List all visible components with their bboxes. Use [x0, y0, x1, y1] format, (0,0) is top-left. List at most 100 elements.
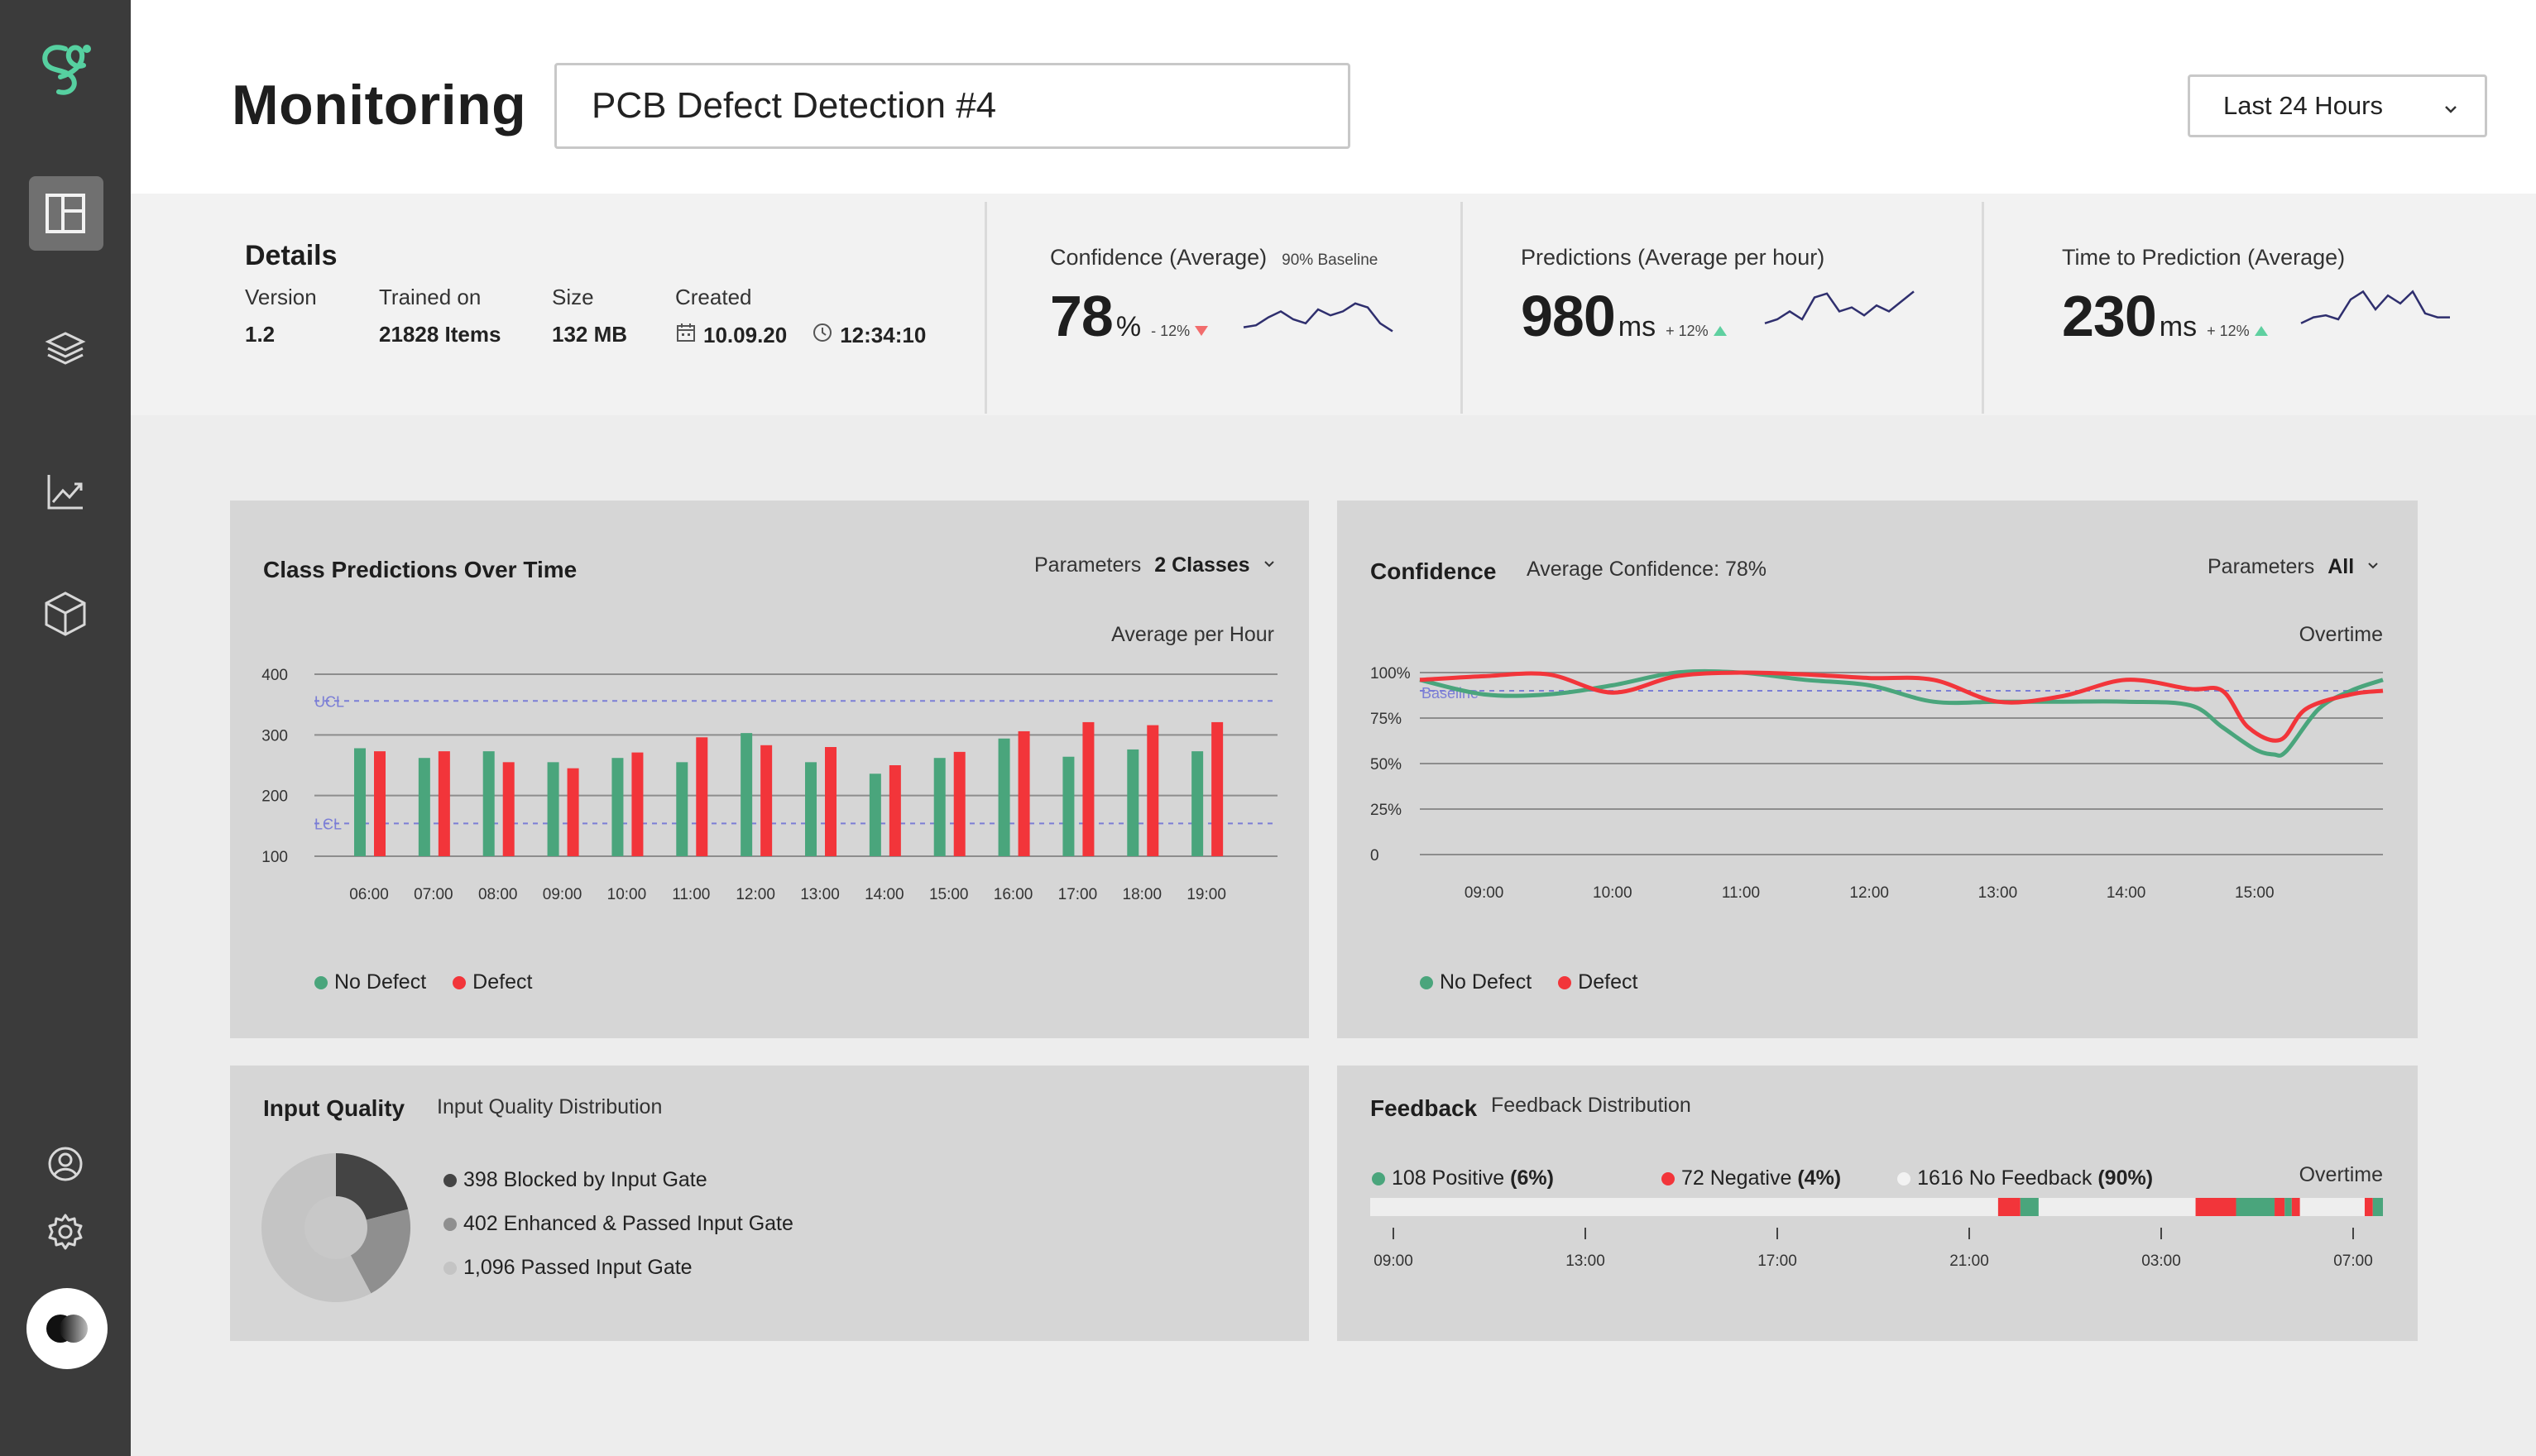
confidence-number: 78 [1050, 284, 1114, 348]
bar-defect [825, 747, 837, 856]
trend-up-icon [1713, 326, 1727, 336]
time-range-value: Last 24 Hours [2223, 91, 2383, 120]
cube-icon[interactable] [0, 589, 131, 639]
bar-defect [374, 751, 386, 856]
ttp-sparkline [2300, 290, 2450, 324]
legend-blocked-label: 398 Blocked by Input Gate [463, 1168, 707, 1191]
bar-defect [1211, 721, 1224, 856]
logo-icon[interactable] [0, 36, 131, 103]
bar-no-defect [1127, 749, 1139, 856]
predictions-unit: ms [1618, 311, 1656, 342]
feedback-negative-segment [2364, 1198, 2373, 1216]
sidebar-item-dashboard[interactable] [29, 176, 103, 251]
confidence-sparkline [1243, 302, 1393, 333]
chevron-down-icon [1262, 553, 1277, 577]
x-tick-label: 13:00 [1978, 884, 2018, 902]
positive-pct: (6%) [1510, 1166, 1554, 1190]
analytics-icon[interactable] [0, 467, 131, 516]
class-predictions-note: Average per Hour [1111, 623, 1274, 646]
confidence-baseline: 90% Baseline [1282, 251, 1378, 269]
avatar[interactable] [26, 1288, 108, 1369]
bar-defect [631, 752, 644, 856]
confidence-stat-label: Confidence (Average) 90% Baseline [1050, 245, 1378, 271]
legend-negative: 72 Negative (4%) [1661, 1166, 1841, 1190]
x-tick-label: 12:00 [1849, 884, 1889, 902]
confidence-unit: % [1115, 311, 1142, 342]
stats-band: Details Version 1.2 Trained on 21828 Ite… [131, 194, 2536, 415]
parameters-value: All [2327, 555, 2355, 578]
feedback-positive-segment [2284, 1198, 2292, 1216]
ttp-delta: + 12% [2207, 323, 2250, 339]
input-quality-pie [261, 1153, 411, 1302]
legend-enhanced: 402 Enhanced & Passed Input Gate [443, 1212, 793, 1236]
bar-defect [502, 762, 515, 856]
feedback-negative-segment [2291, 1198, 2300, 1216]
legend-defect-label: Defect [1578, 970, 1638, 994]
confidence-parameters-select[interactable]: Parameters All [2208, 555, 2380, 579]
ttp-stat-value: 230 ms + 12% [2062, 283, 2268, 349]
legend-blocked: 398 Blocked by Input Gate [443, 1168, 793, 1192]
x-tick-label: 11:00 [672, 886, 710, 903]
layers-icon[interactable] [0, 324, 131, 374]
y-tick-label: 400 [261, 667, 288, 684]
legend-no-feedback: 1616 No Feedback (90%) [1897, 1166, 2153, 1190]
created-time: 12:34:10 [840, 323, 927, 347]
version-label: Version [245, 285, 317, 309]
x-tick-label: 07:00 [414, 886, 453, 903]
bar-no-defect [547, 762, 559, 856]
time-range-select[interactable]: Last 24 Hours [2188, 74, 2487, 137]
y-tick-label: 300 [261, 727, 288, 745]
user-profile-icon[interactable] [0, 1143, 131, 1185]
bar-no-defect [418, 758, 430, 856]
feedback-timeline: 09:00 13:00 17:00 21:00 03:00 07:00 [1370, 1198, 2383, 1270]
settings-icon[interactable] [0, 1211, 131, 1252]
model-name-input[interactable] [554, 63, 1350, 149]
size-value: 132 MB [552, 322, 628, 347]
legend-passed-label: 1,096 Passed Input Gate [463, 1256, 693, 1279]
class-predictions-panel: Class Predictions Over Time Parameters 2… [230, 500, 1309, 1038]
stats-divider [1460, 202, 1463, 414]
feedback-positive-segment [2236, 1198, 2275, 1216]
bar-no-defect [1062, 756, 1075, 856]
red-dot-icon [1661, 1171, 1675, 1185]
no-feedback-label: 1616 No Feedback [1917, 1166, 2093, 1190]
grey-dot-icon [443, 1217, 457, 1231]
class-parameters-select[interactable]: Parameters 2 Classes [1034, 553, 1277, 577]
x-tick-label: 19:00 [1187, 886, 1226, 903]
stats-divider [1982, 202, 1984, 414]
green-dot-icon [1372, 1171, 1385, 1185]
input-quality-subtitle: Input Quality Distribution [437, 1095, 663, 1118]
line-defect [1419, 670, 2384, 743]
bar-defect [953, 751, 966, 856]
dark-dot-icon [443, 1173, 457, 1187]
trend-down-icon [1195, 326, 1209, 336]
class-predictions-chart: 100 200 300 400 UCL LCL 06:00 07:00 08:00 09:00 10… [261, 667, 1278, 903]
x-tick-label: 13:00 [1565, 1252, 1605, 1270]
feedback-subtitle: Feedback Distribution [1491, 1094, 1691, 1117]
ttp-stat-label: Time to Prediction (Average) [2062, 245, 2346, 270]
details-size: Size 132 MB [552, 285, 627, 347]
details-version: Version 1.2 [245, 285, 317, 347]
parameters-label: Parameters [2208, 555, 2315, 578]
bar-no-defect [741, 733, 753, 856]
confidence-stat-value: 78 % - 12% [1050, 283, 1209, 349]
bar-defect [1018, 730, 1030, 856]
legend-enhanced-label: 402 Enhanced & Passed Input Gate [463, 1212, 793, 1235]
predictions-delta: + 12% [1666, 323, 1709, 339]
details-created: Created 10.09.20 12:34:10 [675, 285, 926, 349]
legend-defect: Defect [453, 970, 532, 994]
x-tick-label: 07:00 [2333, 1252, 2373, 1270]
dashboard-icon[interactable] [0, 189, 131, 238]
bar-no-defect [933, 758, 946, 856]
feedback-track [1370, 1198, 2383, 1216]
feedback-panel: Feedback Feedback Distribution 108 Posit… [1337, 1066, 2418, 1341]
x-tick-label: 16:00 [994, 886, 1033, 903]
y-tick-label: 100% [1370, 665, 1411, 682]
input-quality-title: Input Quality [263, 1095, 405, 1121]
y-tick-label: 25% [1370, 802, 1402, 819]
x-tick-label: 18:00 [1123, 886, 1163, 903]
bar-defect [696, 737, 708, 856]
green-dot-icon [1420, 975, 1433, 989]
created-label: Created [675, 285, 752, 309]
details-trained: Trained on 21828 Items [379, 285, 501, 347]
